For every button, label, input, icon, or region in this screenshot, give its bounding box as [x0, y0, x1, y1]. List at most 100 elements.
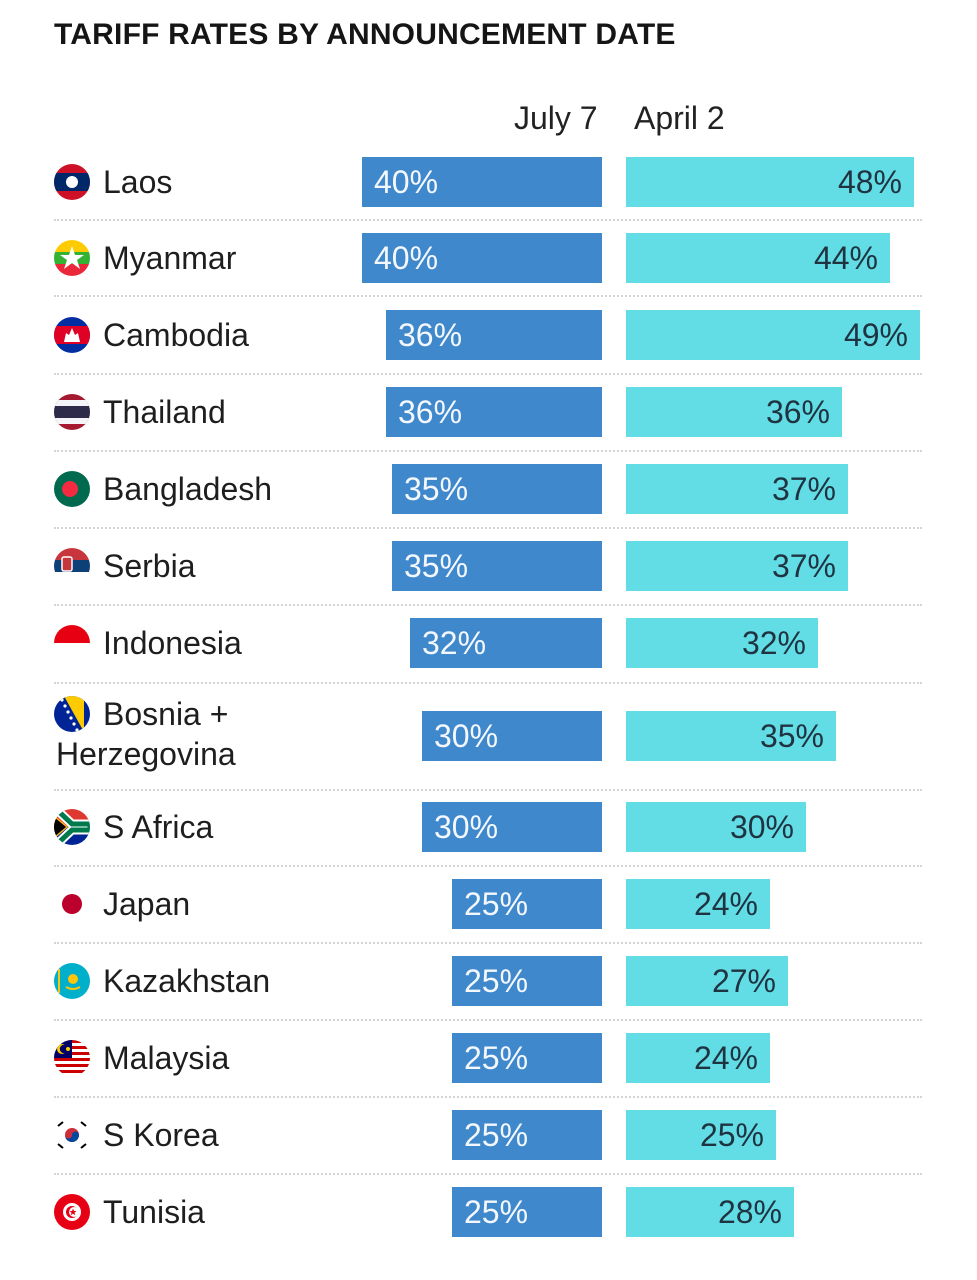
- tunisia-flag-icon: [54, 1194, 90, 1230]
- bar-july-7: 25%: [452, 956, 602, 1006]
- bar-july-7: 30%: [422, 711, 602, 761]
- data-label-april-2: 37%: [771, 471, 836, 507]
- bar-july-7: 40%: [362, 233, 602, 283]
- data-label-april-2: 49%: [843, 317, 908, 353]
- row-divider: [54, 789, 922, 791]
- bar-july-7: 25%: [452, 1033, 602, 1083]
- bar-april-2: 24%: [626, 879, 770, 929]
- data-label-april-2: 32%: [741, 625, 806, 661]
- bar-april-2: 36%: [626, 387, 842, 437]
- data-label-july-7: 25%: [464, 963, 529, 999]
- bar-july-7: 25%: [452, 1110, 602, 1160]
- country-label: Bosnia + Herzegovina: [56, 696, 236, 772]
- bar-april-2: 24%: [626, 1033, 770, 1083]
- south-korea-flag-icon: [54, 1117, 90, 1153]
- row-divider: [54, 450, 922, 452]
- south-africa-flag-icon: [54, 809, 90, 845]
- bar-july-7: 30%: [422, 802, 602, 852]
- bar-july-7: 25%: [452, 1187, 602, 1237]
- data-label-april-2: 35%: [759, 718, 824, 754]
- japan-flag-icon: [54, 886, 90, 922]
- bar-april-2: 37%: [626, 541, 848, 591]
- row-divider: [54, 527, 922, 529]
- laos-flag-icon: [54, 164, 90, 200]
- row-divider: [54, 942, 922, 944]
- bar-april-2: 44%: [626, 233, 890, 283]
- bar-april-2: 35%: [626, 711, 836, 761]
- data-label-july-7: 35%: [404, 548, 469, 584]
- data-label-july-7: 35%: [404, 471, 469, 507]
- kazakhstan-flag-icon: [54, 963, 90, 999]
- bar-july-7: 36%: [386, 387, 602, 437]
- row-divider: [54, 1019, 922, 1021]
- indonesia-flag-icon: [54, 625, 90, 661]
- country-label: S Korea: [103, 1117, 219, 1153]
- bar-july-7: 36%: [386, 310, 602, 360]
- country-label: Tunisia: [103, 1194, 205, 1230]
- country-label: Laos: [103, 164, 173, 200]
- row-divider: [54, 219, 922, 221]
- country-label: Serbia: [103, 548, 196, 584]
- data-label-july-7: 25%: [464, 886, 529, 922]
- bar-april-2: 30%: [626, 802, 806, 852]
- myanmar-flag-icon: [54, 240, 90, 276]
- data-label-april-2: 24%: [693, 1040, 758, 1076]
- data-label-april-2: 24%: [693, 886, 758, 922]
- data-label-april-2: 37%: [771, 548, 836, 584]
- data-label-july-7: 40%: [374, 240, 439, 276]
- bar-april-2: 27%: [626, 956, 788, 1006]
- country-label: Malaysia: [103, 1040, 230, 1076]
- data-label-april-2: 44%: [813, 240, 878, 276]
- row-divider: [54, 682, 922, 684]
- bar-april-2: 28%: [626, 1187, 794, 1237]
- data-label-july-7: 30%: [434, 718, 499, 754]
- row-divider: [54, 1173, 922, 1175]
- column-header-july-7: July 7: [514, 100, 598, 136]
- bangladesh-flag-icon: [54, 471, 90, 507]
- data-label-july-7: 40%: [374, 164, 439, 200]
- row-divider: [54, 1096, 922, 1098]
- chart-title: TARIFF RATES BY ANNOUNCEMENT DATE: [54, 18, 676, 51]
- bar-april-2: 37%: [626, 464, 848, 514]
- bar-july-7: 35%: [392, 464, 602, 514]
- country-label: Japan: [103, 886, 191, 922]
- bar-july-7: 32%: [410, 618, 602, 668]
- country-label: S Africa: [103, 809, 214, 845]
- bosnia-flag-icon: [54, 696, 90, 732]
- malaysia-flag-icon: [54, 1040, 90, 1076]
- row-divider: [54, 295, 922, 297]
- bar-july-7: 25%: [452, 879, 602, 929]
- row-divider: [54, 373, 922, 375]
- data-label-july-7: 32%: [422, 625, 487, 661]
- bar-july-7: 40%: [362, 157, 602, 207]
- row-divider: [54, 865, 922, 867]
- country-label: Kazakhstan: [103, 963, 271, 999]
- country-label: Thailand: [103, 394, 226, 430]
- data-label-july-7: 25%: [464, 1117, 529, 1153]
- cambodia-flag-icon: [54, 317, 90, 353]
- data-label-july-7: 36%: [398, 394, 463, 430]
- data-label-april-2: 25%: [699, 1117, 764, 1153]
- data-label-july-7: 25%: [464, 1194, 529, 1230]
- data-label-july-7: 30%: [434, 809, 499, 845]
- column-header-april-2: April 2: [634, 100, 725, 136]
- data-label-july-7: 25%: [464, 1040, 529, 1076]
- data-label-april-2: 48%: [837, 164, 902, 200]
- bar-july-7: 35%: [392, 541, 602, 591]
- bar-april-2: 49%: [626, 310, 920, 360]
- serbia-flag-icon: [54, 548, 90, 584]
- data-label-april-2: 27%: [711, 963, 776, 999]
- bar-april-2: 25%: [626, 1110, 776, 1160]
- row-divider: [54, 604, 922, 606]
- country-label: Bangladesh: [103, 471, 273, 507]
- data-label-april-2: 30%: [729, 809, 794, 845]
- bar-april-2: 48%: [626, 157, 914, 207]
- thailand-flag-icon: [54, 394, 90, 430]
- country-label: Myanmar: [103, 240, 237, 276]
- data-label-july-7: 36%: [398, 317, 463, 353]
- data-label-april-2: 28%: [717, 1194, 782, 1230]
- country-label: Cambodia: [103, 317, 249, 353]
- bar-april-2: 32%: [626, 618, 818, 668]
- data-label-april-2: 36%: [765, 394, 830, 430]
